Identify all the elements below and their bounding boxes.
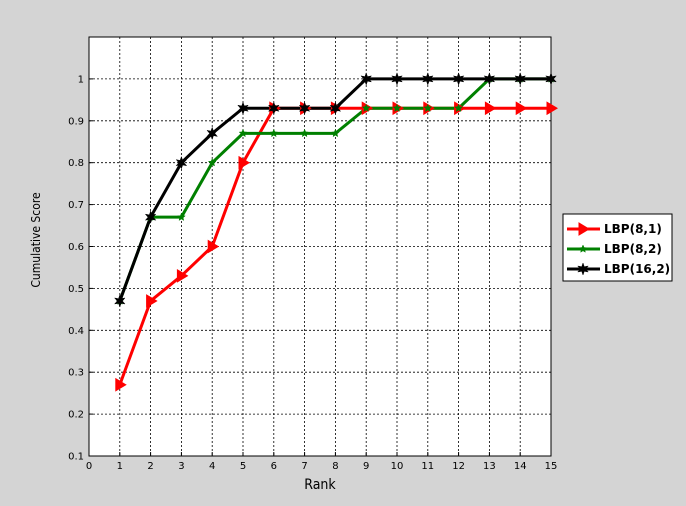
series-2-point	[423, 103, 433, 112]
y-tick-label: 0.3	[68, 368, 84, 379]
x-tick-label: 6	[271, 461, 277, 472]
series-1-point	[146, 294, 158, 308]
series-3-point	[113, 294, 126, 308]
x-tick-label: 11	[421, 461, 434, 472]
x-tick-label: 1	[117, 461, 123, 472]
series-3-point	[144, 210, 157, 224]
series-3-point	[483, 72, 496, 86]
series-1-point	[115, 377, 127, 392]
series-3-point	[329, 101, 342, 115]
x-tick-label: 13	[483, 461, 496, 472]
y-tick-label: 0.1	[68, 452, 84, 463]
series-3-point	[452, 72, 465, 86]
series-2-point	[330, 128, 340, 138]
series-2-point	[392, 103, 402, 112]
y-tick-label: 0.9	[68, 116, 84, 127]
series-2-point	[300, 128, 310, 138]
x-tick-label: 15	[545, 461, 558, 472]
x-tick-label: 14	[514, 461, 527, 472]
series-3-point	[545, 72, 557, 86]
y-tick-label: 0.4	[68, 326, 84, 337]
y-tick-label: 0.8	[68, 158, 84, 169]
x-tick-label: 3	[178, 461, 184, 472]
x-axis-label: Rank	[304, 477, 336, 493]
legend-label-series-1: LBP(8,1)	[604, 222, 662, 236]
series-3-point	[421, 72, 434, 86]
series-3-point	[391, 72, 403, 86]
x-tick-label: 8	[332, 461, 338, 472]
x-tick-label: 10	[391, 461, 404, 472]
x-tick-label: 5	[240, 461, 246, 472]
series-2-point	[454, 103, 464, 112]
x-tick-label: 4	[209, 461, 215, 472]
series-markers	[113, 72, 558, 392]
series-3-point	[206, 126, 219, 141]
y-tick-label: 0.7	[68, 200, 84, 211]
y-axis-label: Cumulative Score	[29, 192, 43, 288]
legend-marker-series-2	[578, 244, 588, 253]
legend-label-series-2: LBP(8,2)	[604, 242, 662, 256]
series-2-point	[176, 212, 186, 221]
y-tick-label: 0.5	[68, 284, 84, 295]
x-tick-label: 9	[363, 461, 369, 472]
x-tick-label: 12	[452, 461, 465, 472]
x-tick-label: 7	[301, 461, 307, 472]
series-1-point	[207, 239, 220, 254]
series-3-point	[298, 101, 311, 115]
series-1-point	[238, 155, 250, 170]
legend-label-series-3: LBP(16,2)	[604, 262, 670, 276]
y-tick-label: 0.6	[68, 242, 84, 253]
series-3-point	[514, 72, 527, 86]
series-3-point	[175, 155, 188, 170]
x-tick-label: 2	[147, 461, 153, 472]
series-1-point	[176, 268, 189, 283]
y-tick-label: 1	[78, 74, 84, 85]
legend: LBP(8,1) LBP(8,2) LBP(16,2)	[562, 213, 673, 282]
x-tick-label: 0	[86, 461, 92, 472]
series-2-point	[361, 103, 371, 112]
y-tick-label: 0.2	[68, 410, 84, 421]
legend-marker-series-1	[578, 222, 590, 236]
series-3-point	[360, 72, 373, 86]
tick-labels: 0 1 2 3 4 5 6 7 8 9 10 11 12 13 14 150.10.20.30.40.50.6…	[68, 74, 557, 472]
legend-marker-series-3	[577, 262, 589, 276]
series-2-point	[207, 158, 217, 167]
series-3-point	[267, 101, 280, 115]
series-1-point	[515, 101, 528, 116]
series-1-point	[546, 101, 558, 116]
series-3-point	[237, 101, 249, 115]
series-2-point	[238, 128, 248, 138]
series-1-point	[484, 101, 497, 116]
series-2-point	[269, 128, 279, 138]
